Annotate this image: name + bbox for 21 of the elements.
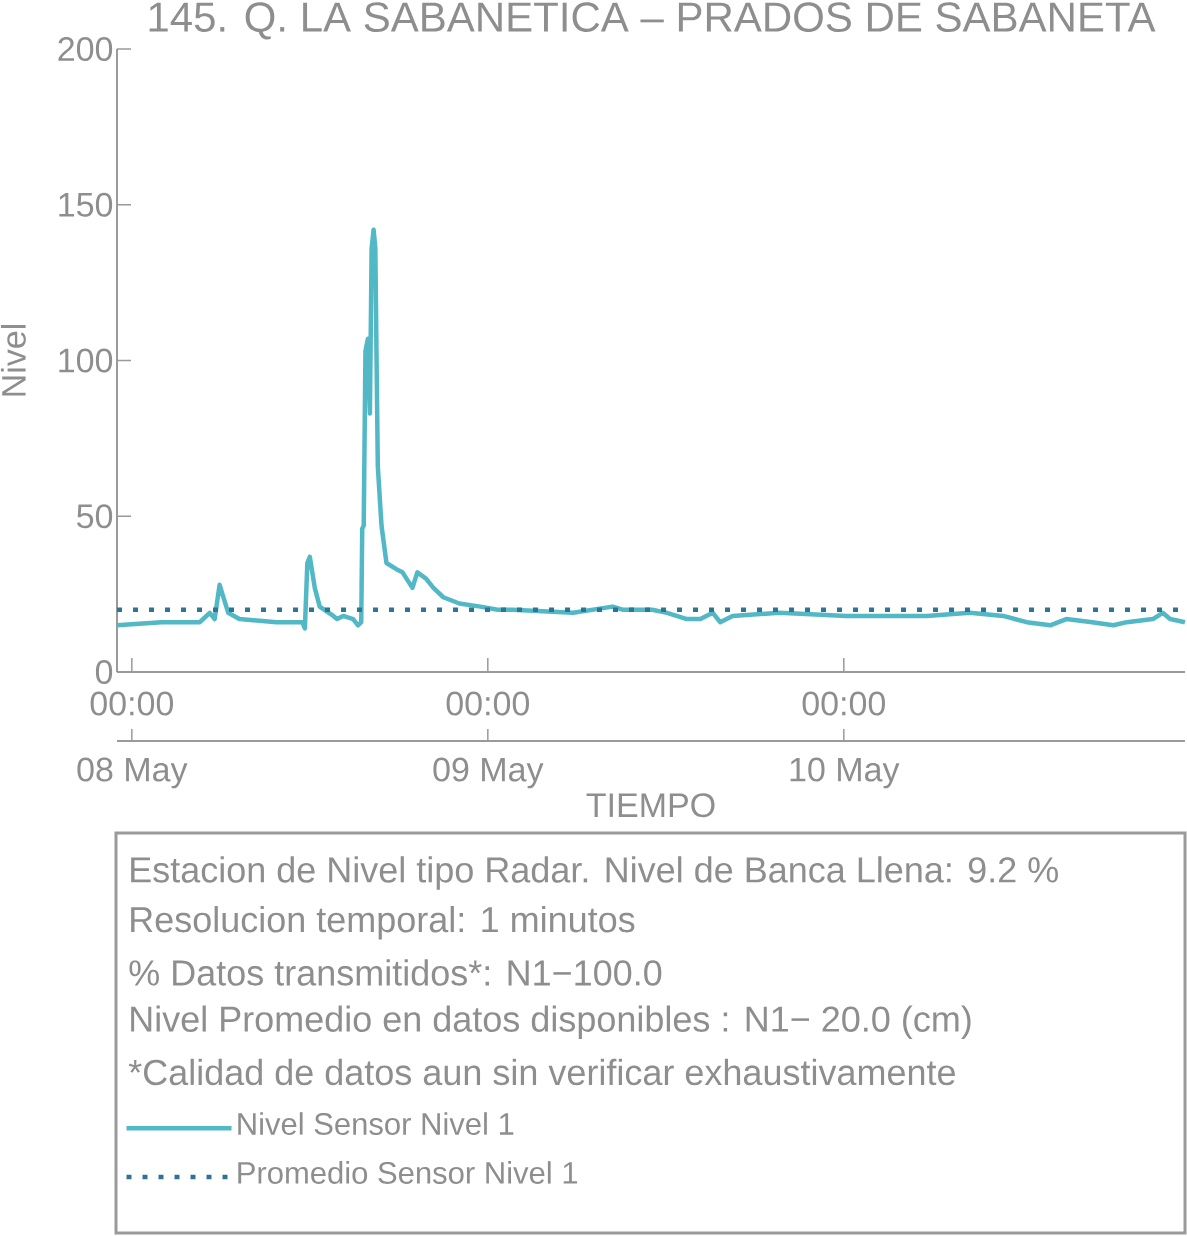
y-axis-title: Nivel [0,325,26,396]
y-tick-label: 0 [95,659,113,685]
chart-title: 145. Q. LA SABANETICA – PRADOS DE SABANETA [149,2,1156,40]
text: Resolucion temporal: 1 minutos [131,905,635,940]
x-axis-title: TIEMPO [586,793,715,818]
legend-label: Nivel Sensor Nivel 1 [238,1112,514,1135]
text: Nivel Promedio en datos disponibles : N1− 20.0 (cm) [131,1005,971,1040]
x-tick-label: 00:00 [802,691,885,716]
x-tick-label: 00:00 [90,691,174,716]
text: Estacion de Nivel tipo Radar. Nivel de Banca Llena: 9.2 % [131,856,1058,890]
legend-label: Promedio Sensor Nivel 1 [238,1161,578,1184]
x-tick-label: 00:00 [446,691,530,716]
x2-tick-label: 08 May [77,757,188,789]
x2-tick-label: 10 May [790,757,900,789]
y-tick-label: 100 [59,348,113,373]
y-tick-label: 200 [58,36,113,62]
text: % Datos transmitidos*: N1−100.0 [129,959,662,986]
y-tick-label: 150 [59,192,113,217]
text: *Calidad de datos aun sin verificar exhaustivamente [128,1058,955,1086]
x2-tick-label: 09 May [433,757,544,789]
y-tick-label: 50 [77,504,113,529]
